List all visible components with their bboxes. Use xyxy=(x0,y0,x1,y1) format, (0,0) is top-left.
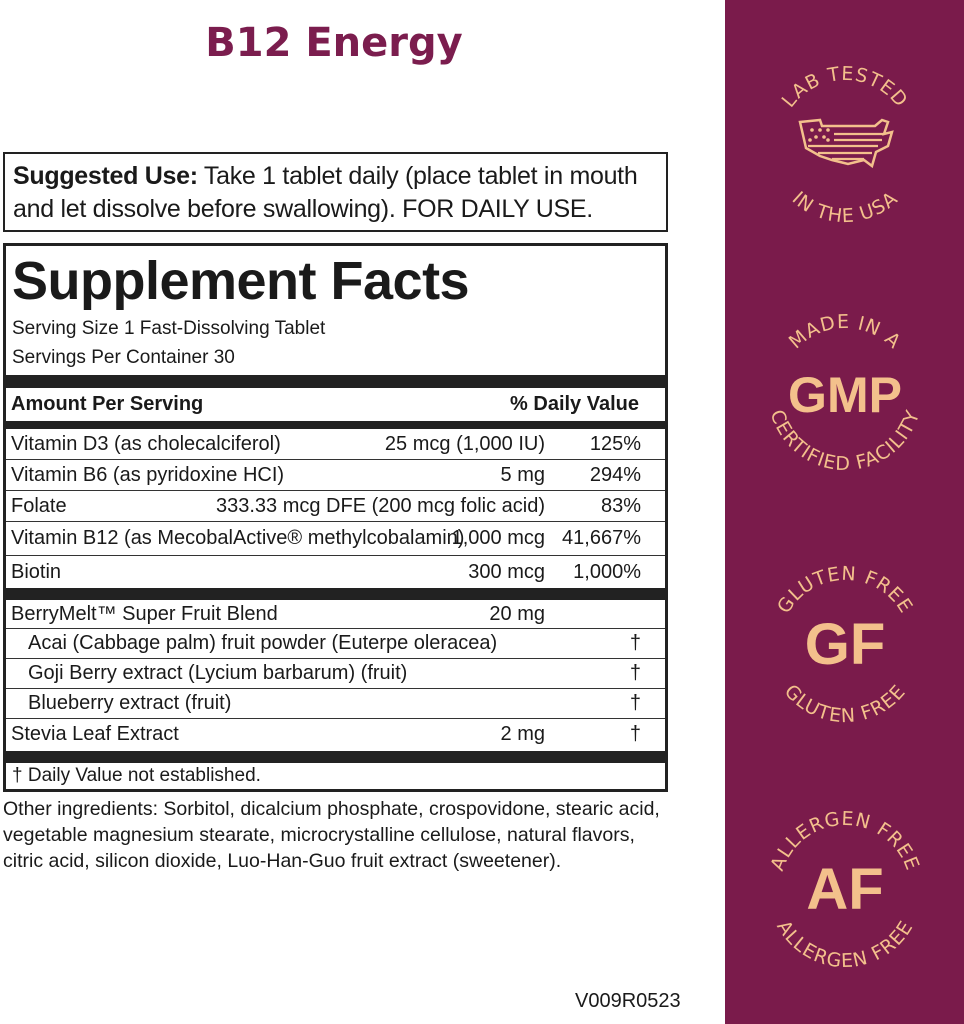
servings-per-container: Servings Per Container 30 xyxy=(12,347,235,368)
divider xyxy=(6,375,665,388)
divider xyxy=(6,588,665,600)
nutrient-name: Vitamin D3 (as cholecalciferol) xyxy=(11,432,281,455)
product-title: B12 Energy xyxy=(205,20,463,66)
badge-bottom-text: IN THE USA xyxy=(788,187,901,227)
svg-text:GLUTEN FREE: GLUTEN FREE xyxy=(773,563,917,618)
nutrient-dv: † xyxy=(629,723,641,745)
nutrient-dv: 83% xyxy=(600,494,641,517)
nutrient-name: Folate xyxy=(11,494,67,517)
nutrient-name: Goji Berry extract (Lycium barbarum) (fr… xyxy=(28,662,408,684)
nutrient-name: Vitamin B6 (as pyridoxine HCI) xyxy=(11,463,285,486)
usa-flag-map-icon xyxy=(798,118,894,169)
nutrient-amount: 333.33 mcg DFE (200 mcg folic acid) xyxy=(215,494,545,517)
nutrient-amount: 25 mcg (1,000 IU) xyxy=(384,432,545,455)
nutrient-amount: 300 mcg xyxy=(468,560,545,583)
dv-header: % Daily Value xyxy=(510,393,639,415)
svg-text:GLUTEN FREE: GLUTEN FREE xyxy=(780,680,910,727)
nutrient-name: BerryMelt™ Super Fruit Blend xyxy=(11,602,278,625)
amount-header: Amount Per Serving xyxy=(11,393,204,415)
other-ingredients: Other ingredients: Sorbitol, dicalcium p… xyxy=(3,798,660,872)
nutrient-amount: 5 mg xyxy=(500,463,545,486)
supplement-facts-panel: Supplement Facts Serving Size 1 Fast-Dis… xyxy=(3,243,668,792)
svg-text:MADE IN A: MADE IN A xyxy=(785,311,906,354)
nutrient-dv: 41,667% xyxy=(562,527,641,549)
nutrient-name: Acai (Cabbage palm) fruit powder (Euterp… xyxy=(28,632,498,654)
nutrient-amount: 2 mg xyxy=(500,723,545,745)
nutrient-row: Stevia Leaf Extract 2 mg † xyxy=(6,719,665,750)
divider xyxy=(6,751,665,763)
nutrient-dv: 294% xyxy=(589,463,641,486)
version-code: V009R0523 xyxy=(575,990,681,1012)
nutrient-name: Biotin xyxy=(11,560,62,583)
nutrient-amount: 20 mg xyxy=(489,602,545,625)
header-row: Amount Per Serving % Daily Value xyxy=(6,388,665,421)
nutrient-row: Vitamin B6 (as pyridoxine HCI) 5 mg 294% xyxy=(6,460,665,491)
badge-top-text: GLUTEN FREE xyxy=(773,563,916,618)
badge-center-text: GMP xyxy=(788,367,902,423)
nutrient-row: Biotin 300 mcg 1,000% xyxy=(6,556,665,588)
suggested-use-text: Take 1 tablet daily (place tablet in mou… xyxy=(13,162,638,223)
badge-center-text: GF xyxy=(805,612,886,677)
suggested-use-box: Suggested Use: Take 1 tablet daily (plac… xyxy=(3,152,668,232)
badge-lab-tested: LAB TESTED IN THE USA xyxy=(778,63,913,227)
nutrient-row: Blueberry extract (fruit) † xyxy=(6,689,665,719)
nutrient-dv: † xyxy=(629,662,641,684)
nutrient-row: Vitamin D3 (as cholecalciferol) 25 mcg (1… xyxy=(6,429,665,460)
suggested-use-label: Suggested Use: xyxy=(13,162,198,190)
nutrient-row: Folate 333.33 mcg DFE (200 mcg folic acid… xyxy=(6,491,665,522)
footnote: † Daily Value not established. xyxy=(12,765,261,786)
badge-band: LAB TESTED IN THE USA MADE IN A CERTIFIE… xyxy=(725,0,964,1024)
svg-text:LAB TESTED: LAB TESTED xyxy=(778,63,913,112)
badge-center-text: AF xyxy=(806,857,883,922)
facts-heading: Supplement Facts xyxy=(12,251,470,311)
serving-size: Serving Size 1 Fast-Dissolving Tablet xyxy=(12,318,326,339)
nutrient-row: Acai (Cabbage palm) fruit powder (Euterp… xyxy=(6,629,665,659)
divider xyxy=(6,421,665,429)
nutrient-row: Vitamin B12 (as MecobalActive® methylcob… xyxy=(6,522,665,556)
nutrient-row: Goji Berry extract (Lycium barbarum) (fr… xyxy=(6,659,665,689)
svg-text:IN THE USA: IN THE USA xyxy=(788,187,902,227)
nutrient-dv: 125% xyxy=(589,432,641,455)
nutrient-dv: † xyxy=(629,692,641,714)
nutrient-name: Stevia Leaf Extract xyxy=(11,723,179,745)
badge-bottom-text: GLUTEN FREE xyxy=(780,680,909,727)
nutrient-name: Blueberry extract (fruit) xyxy=(28,692,232,714)
nutrient-dv: 1,000% xyxy=(573,560,641,583)
badge-top-text: MADE IN A xyxy=(785,311,905,354)
badge-bottom-text: ALLERGEN FREE xyxy=(772,917,916,973)
nutrient-name: Vitamin B12 (as MecobalActive® methylcob… xyxy=(11,527,465,549)
badge-top-text: LAB TESTED xyxy=(778,63,912,112)
nutrient-amount: 1,000 mcg xyxy=(451,527,545,549)
nutrient-dv: † xyxy=(629,632,641,654)
svg-text:ALLERGEN FREE: ALLERGEN FREE xyxy=(772,917,917,973)
nutrient-row: BerryMelt™ Super Fruit Blend 20 mg xyxy=(6,600,665,629)
